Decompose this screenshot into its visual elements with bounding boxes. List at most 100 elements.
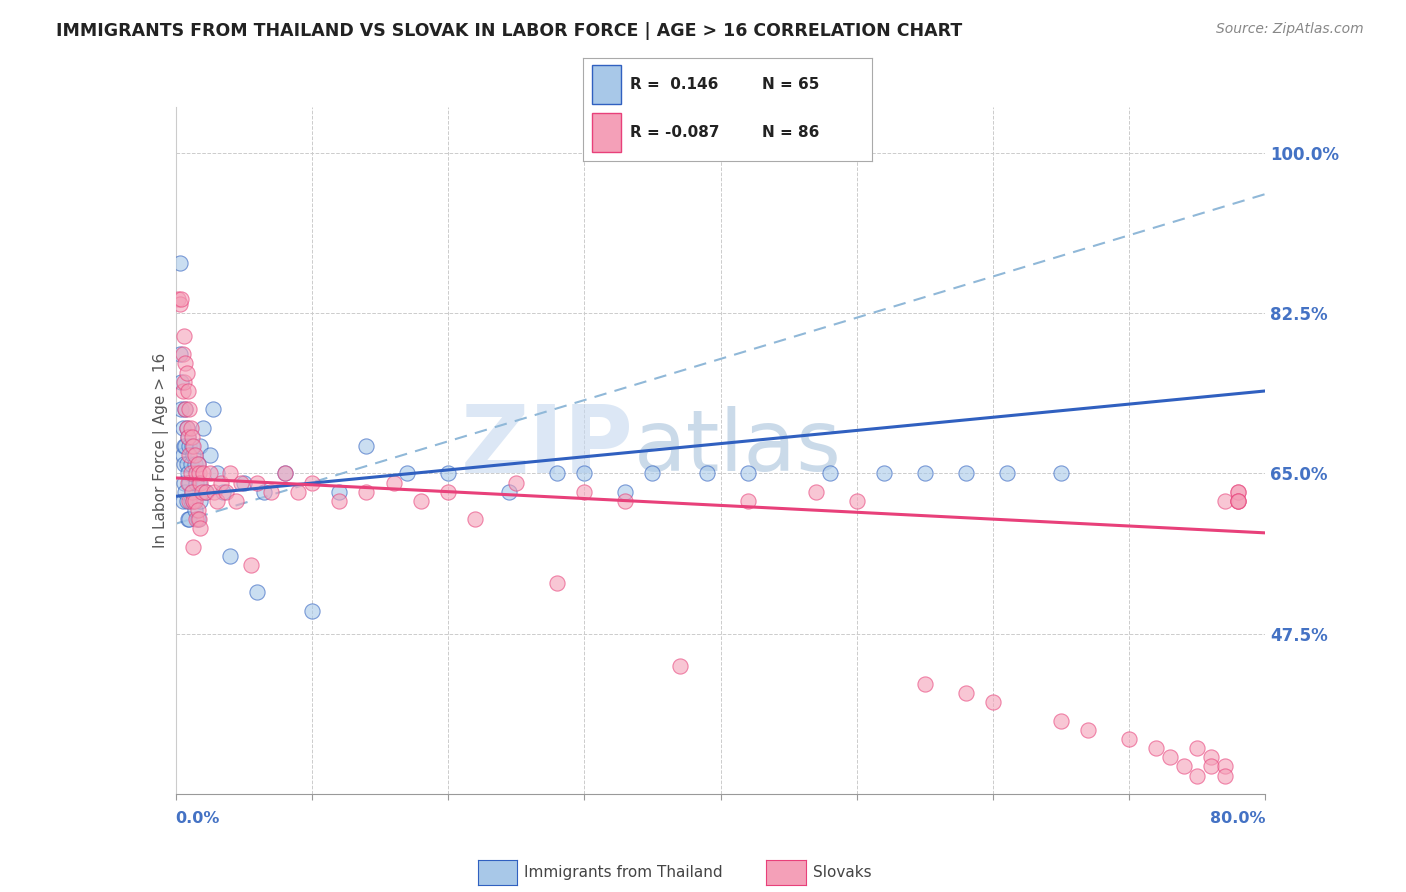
Point [194, 484, 217, 499]
Point [176, 457, 198, 471]
Point [437, 467, 460, 481]
Point [546, 576, 568, 591]
Point [1199, 750, 1222, 764]
Point [232, 475, 254, 490]
Point [737, 467, 759, 481]
Point [437, 484, 460, 499]
Point [209, 475, 232, 490]
Point [574, 484, 596, 499]
Bar [592, 65, 621, 104]
Text: N = 86: N = 86 [762, 126, 820, 140]
Point [219, 549, 242, 563]
Point [1159, 750, 1181, 764]
Point [183, 493, 205, 508]
Point [180, 467, 202, 481]
Point [328, 493, 350, 508]
Point [191, 420, 214, 434]
Point [179, 493, 201, 508]
Text: IMMIGRANTS FROM THAILAND VS SLOVAK IN LABOR FORCE | AGE > 16 CORRELATION CHART: IMMIGRANTS FROM THAILAND VS SLOVAK IN LA… [56, 22, 963, 40]
Point [186, 512, 209, 526]
Point [614, 493, 637, 508]
Text: ZIP: ZIP [461, 401, 633, 493]
Point [174, 439, 197, 453]
Y-axis label: In Labor Force | Age > 16: In Labor Force | Age > 16 [153, 353, 169, 548]
Point [186, 503, 209, 517]
Point [955, 467, 977, 481]
Point [696, 467, 718, 481]
Point [179, 402, 201, 417]
Point [1213, 768, 1236, 782]
Point [641, 467, 664, 481]
Point [246, 475, 269, 490]
Point [464, 512, 486, 526]
Point [186, 457, 209, 471]
Point [187, 512, 209, 526]
Point [184, 493, 207, 508]
Point [914, 677, 936, 691]
Point [498, 484, 520, 499]
Point [201, 402, 224, 417]
Point [179, 512, 201, 526]
Point [274, 467, 297, 481]
Point [198, 448, 221, 462]
Point [1213, 759, 1236, 773]
Text: Source: ZipAtlas.com: Source: ZipAtlas.com [1216, 22, 1364, 37]
Point [737, 493, 759, 508]
Point [180, 420, 202, 434]
Point [1199, 759, 1222, 773]
Point [173, 439, 195, 453]
Point [186, 512, 208, 526]
Point [1173, 759, 1195, 773]
Point [180, 493, 202, 508]
Point [184, 457, 207, 471]
Point [188, 439, 211, 453]
Point [668, 658, 690, 673]
Point [194, 484, 217, 499]
Point [215, 484, 238, 499]
Point [184, 503, 207, 517]
Point [981, 695, 1004, 709]
Text: R = -0.087: R = -0.087 [630, 126, 718, 140]
Point [205, 493, 228, 508]
Point [170, 375, 193, 389]
Point [1227, 493, 1250, 508]
Point [1144, 741, 1167, 756]
Point [174, 402, 197, 417]
Point [1227, 484, 1250, 499]
Point [179, 439, 201, 453]
Point [188, 493, 211, 508]
Text: Slovaks: Slovaks [813, 865, 872, 880]
Point [239, 558, 262, 572]
Point [914, 467, 936, 481]
Text: 0.0%: 0.0% [176, 811, 221, 826]
Point [187, 467, 209, 481]
Point [183, 439, 205, 453]
Point [505, 475, 527, 490]
Point [174, 356, 197, 370]
Point [225, 493, 247, 508]
Text: R =  0.146: R = 0.146 [630, 77, 718, 92]
Point [181, 439, 204, 453]
Point [253, 484, 276, 499]
Point [1213, 493, 1236, 508]
Point [179, 448, 201, 462]
Point [172, 493, 194, 508]
Point [995, 467, 1018, 481]
Point [1227, 493, 1250, 508]
Point [818, 467, 841, 481]
Point [301, 475, 323, 490]
Point [845, 493, 868, 508]
Point [183, 448, 205, 462]
Point [183, 493, 205, 508]
Point [170, 293, 193, 307]
Point [174, 484, 197, 499]
Point [356, 439, 378, 453]
Point [176, 420, 198, 434]
Point [181, 430, 204, 444]
Point [1187, 768, 1209, 782]
Point [181, 484, 204, 499]
Point [1050, 714, 1073, 728]
Point [176, 366, 198, 380]
Bar [592, 113, 621, 153]
Point [174, 402, 197, 417]
